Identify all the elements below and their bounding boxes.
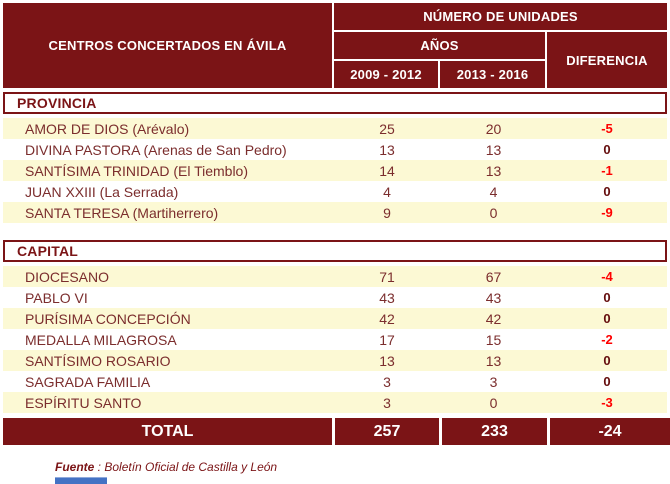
units-table: CENTROS CONCERTADOS EN ÁVILA NÚMERO DE U… bbox=[3, 3, 670, 474]
table-body: PROVINCIA AMOR DE DIOS (Arévalo) 25 20 -… bbox=[3, 92, 667, 413]
difference-value: 0 bbox=[603, 290, 611, 305]
center-name: ESPÍRITU SANTO bbox=[25, 394, 142, 411]
section-label: CAPITAL bbox=[17, 243, 79, 259]
difference-value: -9 bbox=[601, 205, 613, 220]
center-name: SANTA TERESA (Martiherrero) bbox=[25, 204, 219, 221]
units-2009-2012-value: 14 bbox=[379, 162, 395, 179]
units-2013-2016-value: 20 bbox=[485, 120, 502, 137]
header-numero-de-unidades: NÚMERO DE UNIDADES bbox=[334, 3, 667, 30]
units-2013-2016-value: 3 bbox=[489, 373, 498, 390]
units-2013-2016-value: 0 bbox=[489, 204, 498, 221]
difference-value: -3 bbox=[601, 395, 613, 410]
total-row: TOTAL 257 233 -24 bbox=[3, 418, 670, 445]
center-name: AMOR DE DIOS (Arévalo) bbox=[25, 120, 190, 137]
difference-value: 0 bbox=[603, 184, 611, 199]
table-row: DIOCESANO 71 67 -4 bbox=[3, 266, 667, 287]
units-2013-2016-value: 67 bbox=[485, 268, 502, 285]
center-name: PURÍSIMA CONCEPCIÓN bbox=[25, 310, 191, 327]
table-header: CENTROS CONCERTADOS EN ÁVILA NÚMERO DE U… bbox=[3, 3, 667, 88]
table-row: SANTÍSIMO ROSARIO 13 13 0 bbox=[3, 350, 667, 371]
header-period-2013-2016: 2013 - 2016 bbox=[440, 61, 545, 88]
center-name: SANTÍSIMO ROSARIO bbox=[25, 352, 171, 369]
table-row: MEDALLA MILAGROSA 17 15 -2 bbox=[3, 329, 667, 350]
center-name: JUAN XXIII (La Serrada) bbox=[25, 183, 179, 200]
units-2013-2016-value: 13 bbox=[485, 141, 502, 158]
units-2009-2012-value: 25 bbox=[379, 120, 395, 137]
center-name: SANTÍSIMA TRINIDAD (El Tiemblo) bbox=[25, 162, 249, 179]
table-row: AMOR DE DIOS (Arévalo) 25 20 -5 bbox=[3, 118, 667, 139]
difference-value: -2 bbox=[601, 332, 613, 347]
difference-value: -4 bbox=[601, 269, 613, 284]
units-2013-2016-value: 43 bbox=[485, 289, 502, 306]
table-row: JUAN XXIII (La Serrada) 4 4 0 bbox=[3, 181, 667, 202]
units-2009-2012-value: 9 bbox=[383, 204, 391, 221]
units-2009-2012-value: 43 bbox=[379, 289, 395, 306]
table-row: SANTA TERESA (Martiherrero) 9 0 -9 bbox=[3, 202, 667, 223]
total-units-2013-2016: 233 bbox=[442, 418, 547, 445]
units-2009-2012-value: 3 bbox=[383, 394, 391, 411]
units-2013-2016-value: 13 bbox=[485, 352, 502, 369]
units-2009-2012-value: 71 bbox=[379, 268, 395, 285]
table-row: SAGRADA FAMILIA 3 3 0 bbox=[3, 371, 667, 392]
center-name: MEDALLA MILAGROSA bbox=[25, 331, 177, 348]
units-2013-2016-value: 4 bbox=[489, 183, 498, 200]
difference-value: 0 bbox=[603, 311, 611, 326]
difference-value: -1 bbox=[601, 163, 613, 178]
table-row: DIVINA PASTORA (Arenas de San Pedro) 13 … bbox=[3, 139, 667, 160]
header-period-2009-2012: 2009 - 2012 bbox=[334, 61, 438, 88]
units-2009-2012-value: 4 bbox=[383, 183, 391, 200]
units-2009-2012-value: 42 bbox=[379, 310, 395, 327]
center-name: PABLO VI bbox=[25, 289, 88, 306]
section-rows: AMOR DE DIOS (Arévalo) 25 20 -5 DIVINA P… bbox=[3, 118, 667, 223]
source-note: Fuente : Boletín Oficial de Castilla y L… bbox=[3, 460, 667, 474]
header-anos: AÑOS bbox=[334, 32, 545, 59]
difference-value: 0 bbox=[603, 142, 611, 157]
units-2013-2016-value: 13 bbox=[485, 162, 502, 179]
units-2013-2016-value: 42 bbox=[485, 310, 502, 327]
units-2013-2016-value: 0 bbox=[489, 394, 498, 411]
section-rows: DIOCESANO 71 67 -4 PABLO VI 43 43 0 PURÍ… bbox=[3, 266, 667, 413]
table-row: SANTÍSIMA TRINIDAD (El Tiemblo) 14 13 -1 bbox=[3, 160, 667, 181]
difference-value: 0 bbox=[603, 353, 611, 368]
table-row: ESPÍRITU SANTO 3 0 -3 bbox=[3, 392, 667, 413]
center-name: SAGRADA FAMILIA bbox=[25, 373, 151, 390]
center-name: DIVINA PASTORA (Arenas de San Pedro) bbox=[25, 141, 287, 158]
difference-value: 0 bbox=[603, 374, 611, 389]
total-difference: -24 bbox=[550, 418, 670, 445]
table-row: PABLO VI 43 43 0 bbox=[3, 287, 667, 308]
units-2009-2012-value: 13 bbox=[379, 141, 395, 158]
difference-value: -5 bbox=[601, 121, 613, 136]
source-text: : Boletín Oficial de Castilla y León bbox=[94, 460, 278, 474]
header-diferencia: DIFERENCIA bbox=[547, 32, 667, 88]
units-2013-2016-value: 15 bbox=[485, 331, 502, 348]
units-2009-2012-value: 17 bbox=[379, 331, 395, 348]
source-label: Fuente bbox=[55, 460, 95, 474]
total-label: TOTAL bbox=[3, 418, 332, 445]
units-2009-2012-value: 13 bbox=[379, 352, 395, 369]
table-title: CENTROS CONCERTADOS EN ÁVILA bbox=[3, 3, 332, 88]
units-2009-2012-value: 3 bbox=[383, 373, 391, 390]
table-row: PURÍSIMA CONCEPCIÓN 42 42 0 bbox=[3, 308, 667, 329]
cropped-blue-bar bbox=[55, 477, 107, 484]
section-label: PROVINCIA bbox=[17, 95, 97, 111]
center-name: DIOCESANO bbox=[25, 268, 110, 285]
total-units-2009-2012: 257 bbox=[335, 418, 439, 445]
section-header: PROVINCIA bbox=[3, 92, 667, 114]
section-header: CAPITAL bbox=[3, 240, 667, 262]
